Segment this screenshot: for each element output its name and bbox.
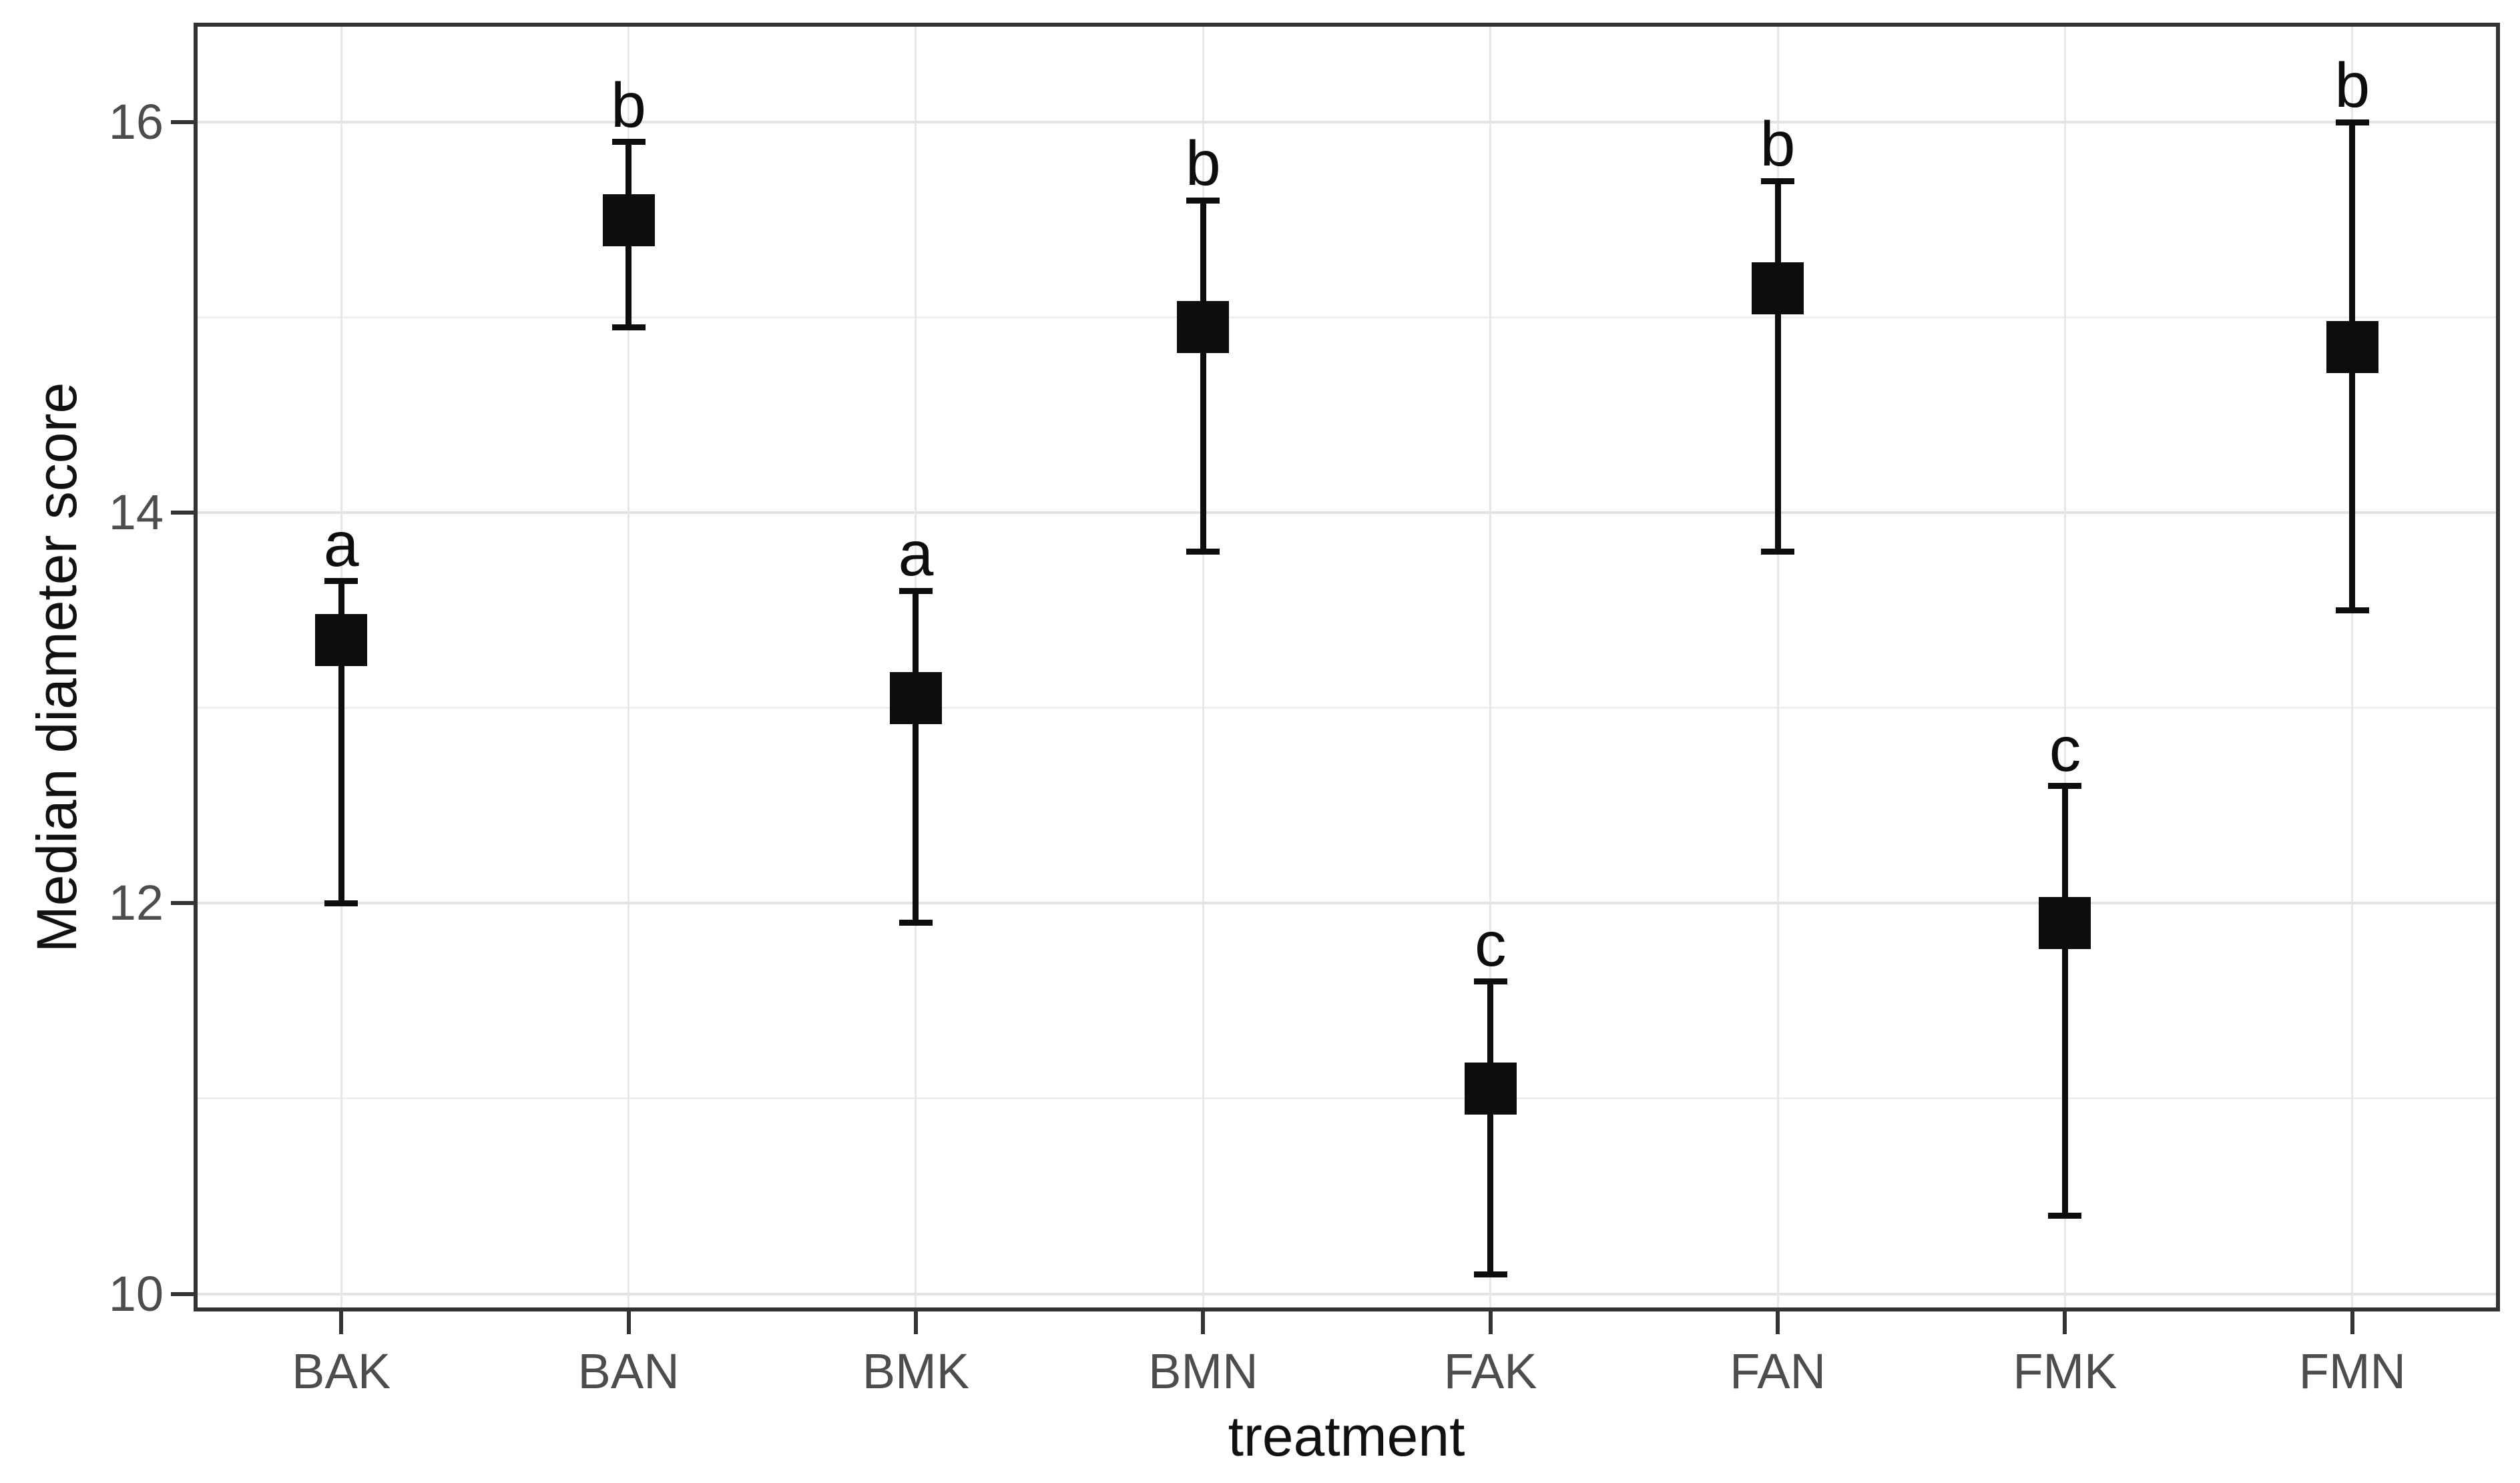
sig-letter-BMK: a xyxy=(898,519,934,590)
error-cap-top-FAN xyxy=(1761,178,1795,184)
y-tick-mark-12 xyxy=(171,901,194,906)
x-tick-label-FAK: FAK xyxy=(1443,1344,1537,1399)
sig-letter-BAK: a xyxy=(323,509,359,580)
x-tick-label-BAN: BAN xyxy=(577,1344,680,1399)
error-cap-bottom-BMN xyxy=(1186,549,1220,555)
error-cap-top-BAK xyxy=(324,578,358,585)
sig-letter-BAN: b xyxy=(611,69,646,141)
x-tick-mark-BMN xyxy=(1201,1311,1206,1334)
y-tick-mark-10 xyxy=(171,1291,194,1296)
gridline-major-12 xyxy=(198,902,2496,905)
error-cap-bottom-FAN xyxy=(1761,549,1795,555)
x-tick-mark-BAK xyxy=(339,1311,344,1334)
point-marker-FAN xyxy=(1752,262,1804,314)
sig-letter-FAN: b xyxy=(1760,109,1796,180)
x-tick-mark-FAK xyxy=(1488,1311,1493,1334)
y-tick-label-14: 14 xyxy=(108,485,164,541)
y-tick-label-12: 12 xyxy=(108,875,164,931)
point-marker-BAN xyxy=(602,194,655,246)
gridline-vertical-FMK xyxy=(2063,27,2066,1307)
error-bar-FMK xyxy=(2061,786,2068,1216)
error-cap-bottom-BAN xyxy=(611,324,646,330)
y-tick-mark-16 xyxy=(171,120,194,125)
x-tick-label-FAN: FAN xyxy=(1730,1344,1826,1399)
sig-letter-BMN: b xyxy=(1185,128,1221,200)
error-cap-bottom-BMK xyxy=(899,920,933,926)
gridline-vertical-BMN xyxy=(1202,27,1204,1307)
x-axis-title: treatment xyxy=(1228,1405,1465,1468)
x-tick-mark-FAN xyxy=(1776,1311,1780,1334)
gridline-minor-15 xyxy=(198,316,2496,319)
error-bar-FAK xyxy=(1487,981,1494,1275)
error-cap-bottom-FMN xyxy=(2335,607,2369,614)
point-marker-BAK xyxy=(315,613,368,666)
x-tick-mark-FMN xyxy=(2350,1311,2354,1334)
y-tick-label-16: 16 xyxy=(108,94,164,150)
y-axis-title-area: Median diameter score xyxy=(20,0,93,1335)
x-tick-label-BAK: BAK xyxy=(292,1344,391,1399)
sig-letter-FAK: c xyxy=(1474,909,1507,980)
y-tick-mark-14 xyxy=(171,511,194,515)
error-bar-BMN xyxy=(1200,200,1206,552)
gridline-vertical-FMN xyxy=(2351,27,2354,1307)
error-cap-bottom-FAK xyxy=(1473,1271,1507,1277)
gridline-vertical-FAN xyxy=(1776,27,1779,1307)
x-tick-label-BMN: BMN xyxy=(1148,1344,1258,1399)
error-cap-top-FMN xyxy=(2335,119,2369,125)
gridline-minor-11 xyxy=(198,1097,2496,1100)
gridline-minor-13 xyxy=(198,707,2496,709)
error-cap-top-BMN xyxy=(1186,197,1220,204)
sig-letter-FMN: b xyxy=(2334,50,2370,121)
point-marker-BMN xyxy=(1177,301,1230,354)
gridline-vertical-FAK xyxy=(1489,27,1492,1307)
x-tick-mark-BAN xyxy=(626,1311,631,1334)
gridline-major-14 xyxy=(198,511,2496,515)
x-tick-label-BMK: BMK xyxy=(862,1344,970,1399)
error-cap-top-BMK xyxy=(899,587,933,594)
sig-letter-FMK: c xyxy=(2049,713,2081,785)
x-tick-mark-FMK xyxy=(2063,1311,2067,1334)
x-tick-mark-BMK xyxy=(913,1311,918,1334)
error-bar-FAN xyxy=(1774,181,1781,552)
error-cap-top-FMK xyxy=(2048,783,2082,790)
gridline-major-16 xyxy=(198,121,2496,124)
error-cap-bottom-BAK xyxy=(324,900,358,906)
x-tick-label-FMK: FMK xyxy=(2013,1344,2117,1399)
error-bar-BAK xyxy=(338,581,344,904)
error-bar-BMK xyxy=(913,591,919,923)
gridline-vertical-BAN xyxy=(627,27,630,1307)
point-marker-FMN xyxy=(2326,320,2378,373)
y-tick-label-10: 10 xyxy=(108,1265,164,1321)
error-cap-top-BAN xyxy=(611,139,646,145)
point-marker-BMK xyxy=(889,672,942,725)
error-cap-top-FAK xyxy=(1473,978,1507,984)
y-axis-title: Median diameter score xyxy=(25,382,88,953)
x-tick-label-FMN: FMN xyxy=(2298,1344,2406,1399)
plot-panel: a b a b c b c b xyxy=(194,23,2500,1311)
error-cap-bottom-FMK xyxy=(2048,1213,2082,1219)
point-marker-FMK xyxy=(2039,896,2091,949)
gridline-major-10 xyxy=(198,1292,2496,1295)
point-marker-FAK xyxy=(1464,1063,1517,1115)
